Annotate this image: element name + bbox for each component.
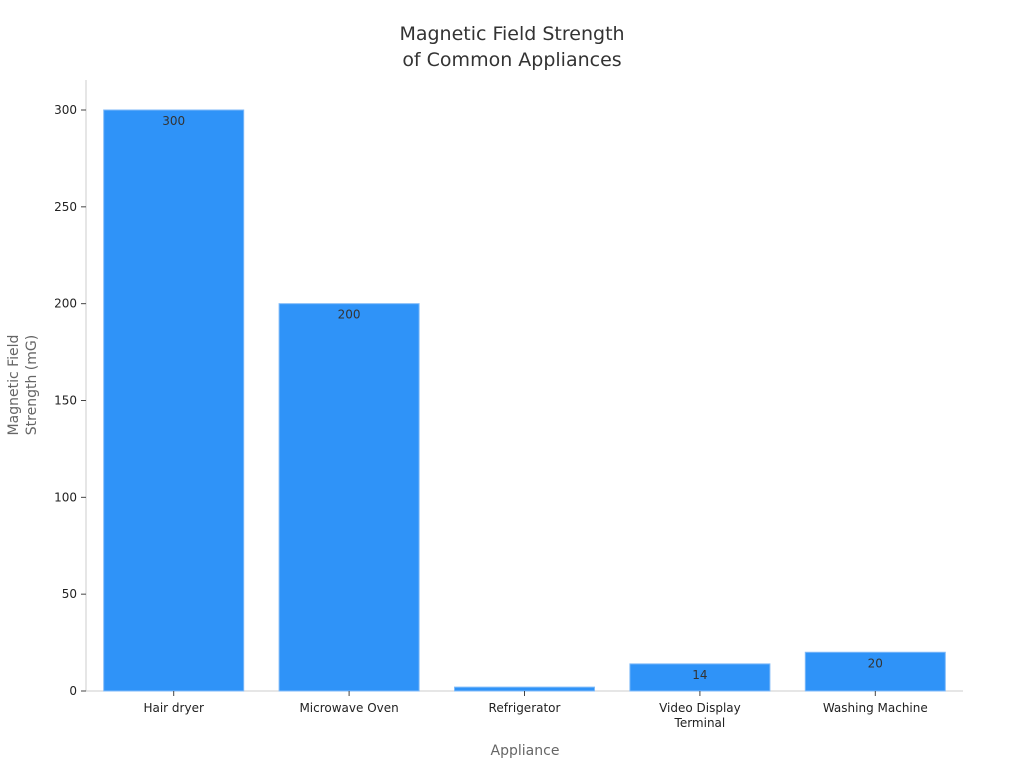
data-label: 14 — [692, 668, 707, 682]
x-axis-label: Appliance — [491, 743, 560, 759]
y-tick-label: 150 — [54, 394, 77, 408]
bar — [629, 663, 771, 692]
bar — [454, 686, 595, 692]
x-tick-label: Washing Machine — [823, 701, 928, 715]
data-label: 300 — [162, 114, 185, 128]
x-tick-label: Video Display — [659, 701, 741, 715]
y-tick-label: 250 — [54, 200, 77, 214]
x-tick-label: Microwave Oven — [299, 701, 398, 715]
y-tick-label: 300 — [54, 103, 77, 117]
x-tick-label: Refrigerator — [489, 701, 561, 715]
bar — [278, 303, 420, 692]
bar — [103, 109, 245, 692]
y-axis-label: Strength (mG) — [24, 335, 40, 435]
y-axis-label: Magnetic Field — [6, 335, 22, 436]
chart-title: Magnetic Field Strength — [399, 23, 624, 45]
x-tick-label: Hair dryer — [143, 701, 203, 715]
y-tick-label: 50 — [62, 587, 77, 601]
y-tick-label: 0 — [69, 684, 77, 698]
data-label: 20 — [868, 656, 883, 670]
y-tick-label: 100 — [54, 490, 77, 504]
y-tick-label: 200 — [54, 297, 77, 311]
x-tick-label: Terminal — [674, 716, 726, 730]
data-label: 200 — [338, 308, 361, 322]
chart-title: of Common Appliances — [402, 49, 621, 71]
